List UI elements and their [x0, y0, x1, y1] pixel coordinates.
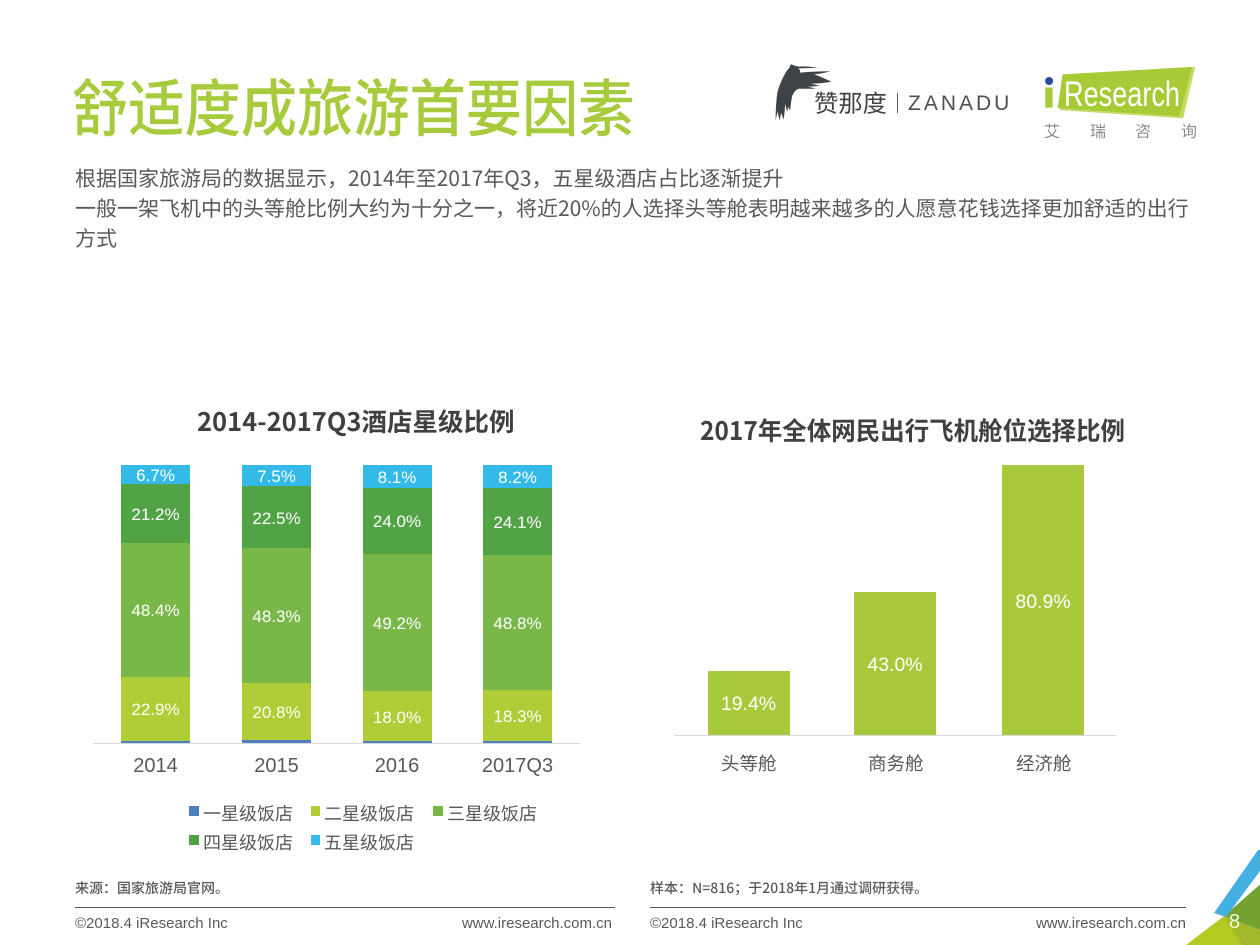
svg-text:Research: Research	[1064, 75, 1180, 114]
